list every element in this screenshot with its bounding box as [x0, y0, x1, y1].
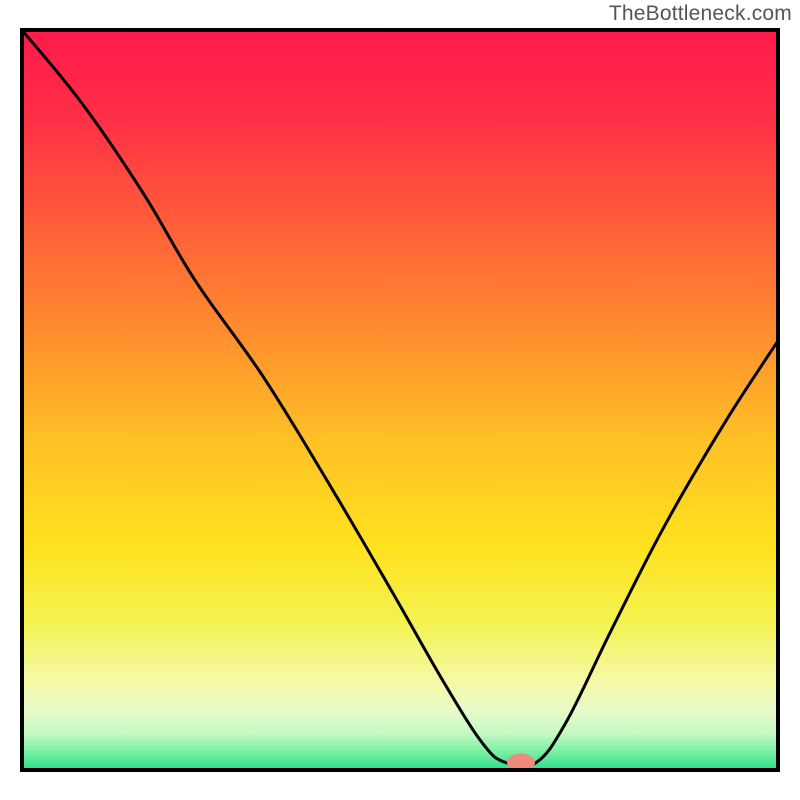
gradient-background — [22, 30, 778, 770]
bottleneck-chart — [0, 0, 800, 800]
attribution-label: TheBottleneck.com — [609, 2, 792, 26]
container: TheBottleneck.com — [0, 0, 800, 800]
